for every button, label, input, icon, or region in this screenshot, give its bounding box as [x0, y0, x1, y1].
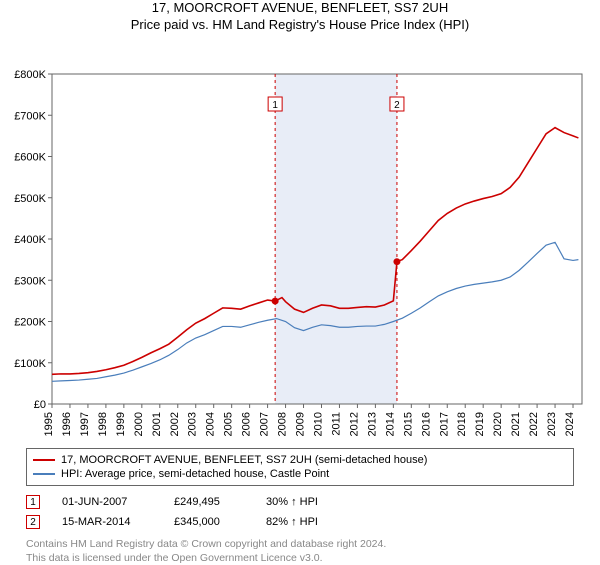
x-tick-label: 2012	[348, 412, 360, 436]
sale-marker-1: 1	[272, 100, 278, 111]
sale-row: 1 01-JUN-2007 £249,495 30% ↑ HPI	[26, 492, 574, 512]
legend-label: 17, MOORCROFT AVENUE, BENFLEET, SS7 2UH …	[61, 454, 427, 466]
x-tick-label: 2024	[564, 412, 576, 436]
x-tick-label: 2015	[402, 412, 414, 436]
footer-text: Contains HM Land Registry data © Crown c…	[26, 538, 574, 565]
x-tick-label: 2019	[474, 412, 486, 436]
x-tick-label: 2014	[384, 412, 396, 436]
x-tick-label: 1996	[61, 412, 73, 436]
sale-dot	[393, 258, 400, 265]
sale-date: 01-JUN-2007	[62, 496, 152, 508]
sale-price: £249,495	[174, 496, 244, 508]
legend-swatch	[33, 473, 55, 475]
x-tick-label: 2010	[312, 412, 324, 436]
y-tick-label: £300K	[14, 275, 46, 287]
y-tick-label: £600K	[14, 152, 46, 164]
x-tick-label: 2013	[366, 412, 378, 436]
footer-line1: Contains HM Land Registry data © Crown c…	[26, 538, 574, 552]
chart-container: £0 £100K £200K £300K £400K £500K £600K £700K £80…	[0, 32, 600, 448]
legend-item: 17, MOORCROFT AVENUE, BENFLEET, SS7 2UH …	[33, 453, 567, 467]
legend-label: HPI: Average price, semi-detached house,…	[61, 468, 329, 480]
x-tick-label: 1998	[97, 412, 109, 436]
y-tick-label: £100K	[14, 358, 46, 370]
x-tick-label: 2020	[492, 412, 504, 436]
sales-table: 1 01-JUN-2007 £249,495 30% ↑ HPI 2 15-MAR-201…	[26, 492, 574, 532]
sale-dot	[272, 298, 279, 305]
x-tick-label: 2018	[456, 412, 468, 436]
sale-marker-box: 1	[26, 495, 40, 509]
x-tick-label: 2000	[133, 412, 145, 436]
sale-hpi: 82% ↑ HPI	[266, 516, 318, 528]
x-tick-label: 2011	[330, 412, 342, 436]
legend-swatch	[33, 459, 55, 461]
y-tick-label: £800K	[14, 69, 46, 81]
y-tick-label: £700K	[14, 110, 46, 122]
sale-marker-box: 2	[26, 515, 40, 529]
x-tick-label: 2005	[223, 412, 235, 436]
x-tick-label: 2023	[546, 412, 558, 436]
y-tick-label: £400K	[14, 234, 46, 246]
sale-row: 2 15-MAR-2014 £345,000 82% ↑ HPI	[26, 512, 574, 532]
x-tick-label: 1999	[115, 412, 127, 436]
x-tick-label: 2009	[295, 412, 307, 436]
x-tick-label: 2002	[169, 412, 181, 436]
x-tick-label: 1995	[43, 412, 55, 436]
x-tick-label: 2022	[528, 412, 540, 436]
y-tick-label: £0	[34, 399, 46, 411]
footer-line2: This data is licensed under the Open Gov…	[26, 552, 574, 565]
sale-price: £345,000	[174, 516, 244, 528]
x-tick-label: 2016	[420, 412, 432, 436]
sale-marker-2: 2	[394, 100, 400, 111]
page-title: 17, MOORCROFT AVENUE, BENFLEET, SS7 2UH	[0, 0, 600, 15]
legend: 17, MOORCROFT AVENUE, BENFLEET, SS7 2UH …	[26, 448, 574, 486]
sale-hpi: 30% ↑ HPI	[266, 496, 318, 508]
x-tick-label: 1997	[79, 412, 91, 436]
x-tick-label: 2003	[187, 412, 199, 436]
x-tick-label: 2008	[277, 412, 289, 436]
x-tick-label: 2017	[438, 412, 450, 436]
sale-date: 15-MAR-2014	[62, 516, 152, 528]
y-tick-label: £500K	[14, 193, 46, 205]
x-tick-label: 2007	[259, 412, 271, 436]
legend-item: HPI: Average price, semi-detached house,…	[33, 467, 567, 481]
page-subtitle: Price paid vs. HM Land Registry's House …	[0, 17, 600, 32]
x-tick-label: 2001	[151, 412, 163, 436]
x-tick-label: 2021	[510, 412, 522, 436]
line-chart: £0 £100K £200K £300K £400K £500K £600K £700K £80…	[0, 32, 600, 448]
x-tick-label: 2006	[241, 412, 253, 436]
x-tick-label: 2004	[205, 412, 217, 436]
y-tick-label: £200K	[14, 317, 46, 329]
